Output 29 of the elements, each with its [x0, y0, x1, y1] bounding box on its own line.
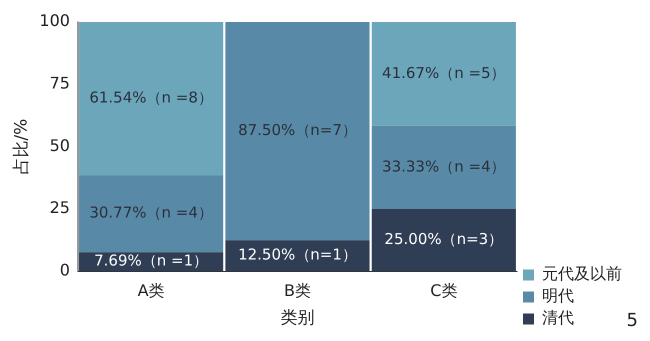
bar	[372, 22, 516, 126]
data-label: 33.33%（n =4）	[382, 157, 506, 176]
data-label: 41.67%（n =5）	[382, 64, 506, 82]
bar	[372, 126, 516, 210]
x-tick-label: A类	[138, 281, 165, 300]
bar	[225, 22, 370, 240]
y-tick-label: 25	[50, 198, 70, 218]
bar	[225, 240, 370, 272]
y-tick-label: 75	[50, 74, 70, 93]
data-label: 61.54%（n =8）	[89, 88, 213, 107]
data-label: 25.00%（n=3）	[384, 230, 504, 248]
x-tick-label: B类	[284, 281, 311, 300]
legend-label: 明代	[542, 286, 574, 306]
data-label: 12.50%（n=1）	[238, 246, 357, 264]
x-tick-label: C类	[430, 281, 458, 300]
y-tick-label: 50	[50, 136, 70, 155]
bar	[79, 175, 224, 252]
y-tick-label: 0	[60, 260, 70, 280]
y-tick-label: 100	[39, 11, 70, 30]
bar	[79, 22, 224, 176]
data-label: 87.50%（n=7）	[238, 121, 357, 140]
bar	[372, 209, 516, 272]
data-label: 30.77%（n =4）	[89, 204, 213, 222]
legend-label: 清代	[542, 308, 574, 328]
y-axis-title: 占比/%	[12, 118, 32, 175]
legend-label: 元代及以前	[542, 264, 622, 284]
data-label: 7.69%（n =1）	[94, 252, 208, 270]
text: 5	[626, 310, 638, 331]
x-axis-title: 类别	[280, 308, 314, 328]
